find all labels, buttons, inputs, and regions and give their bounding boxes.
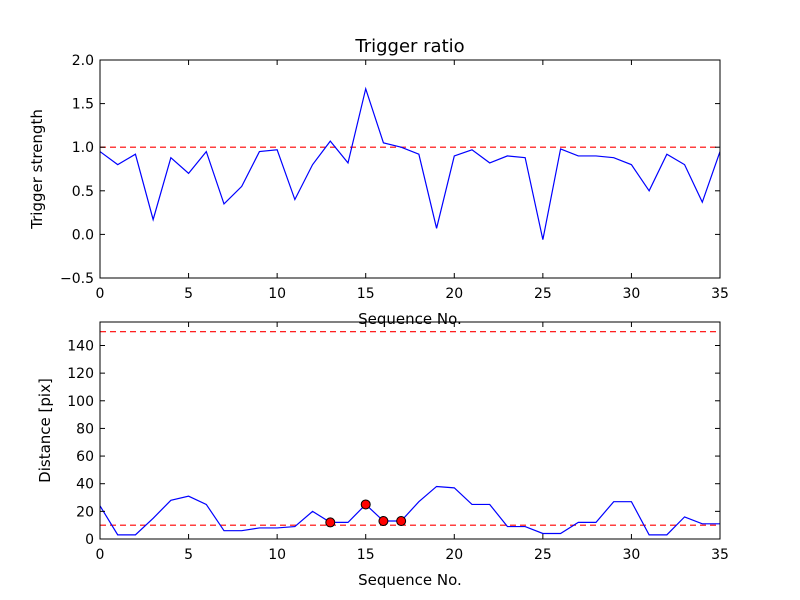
y-tick-label: 20 [76,504,94,520]
x-tick-label: 10 [268,286,286,302]
y-tick-label: 0.5 [72,184,94,200]
y-tick-label: 40 [76,477,94,493]
data-point-marker [360,499,371,510]
y-tick-label: 140 [67,338,94,354]
series-line-1 [100,485,720,536]
x-tick-label: 20 [445,547,463,563]
data-point-marker [325,517,336,528]
axes-frame [99,321,721,540]
y-tick-label: 0 [85,532,94,548]
y-axis-label: Trigger strength [28,109,46,230]
axes-frame [99,59,721,279]
y-tick-label: 1.5 [72,97,94,113]
chart-title: Trigger ratio [354,36,464,57]
y-axis-label: Distance [pix] [36,378,54,483]
y-tick-label: 0.0 [72,227,94,243]
y-tick-label: 60 [76,449,94,465]
y-tick-label: 120 [67,366,94,382]
x-tick-label: 20 [445,286,463,302]
x-axis-label: Sequence No. [358,571,462,589]
chart-panel-2: 0 5 10 15 20 25 30 35 0 20 40 60 80 100 120 140 Sequence… [36,321,729,589]
x-tick-label: 25 [534,286,552,302]
y-tick-label: 100 [67,394,94,410]
y-tick-label: 2.0 [72,53,94,69]
series-line-1 [100,86,720,240]
x-tick-label: 0 [96,286,105,302]
data-point-marker [378,516,389,527]
x-tick-label: 0 [96,547,105,563]
x-tick-label: 15 [357,547,375,563]
x-axis-label: Sequence No. [358,310,462,328]
data-point-marker [396,516,407,527]
y-tick-label: 80 [76,421,94,437]
y-tick-label: 1.0 [72,140,94,156]
y-tick-label: −0.5 [60,271,94,287]
chart-panel-1: 0 5 10 15 20 25 30 35 −0.5 0.0 0.5 1.0 1.5 2.0 Trigger… [28,36,729,328]
x-tick-label: 5 [184,286,193,302]
x-tick-label: 5 [184,547,193,563]
x-tick-label: 30 [623,286,641,302]
x-tick-label: 25 [534,547,552,563]
x-tick-label: 30 [623,547,641,563]
x-tick-label: 35 [711,547,729,563]
x-tick-label: 15 [357,286,375,302]
x-tick-label: 10 [268,547,286,563]
x-tick-label: 35 [711,286,729,302]
